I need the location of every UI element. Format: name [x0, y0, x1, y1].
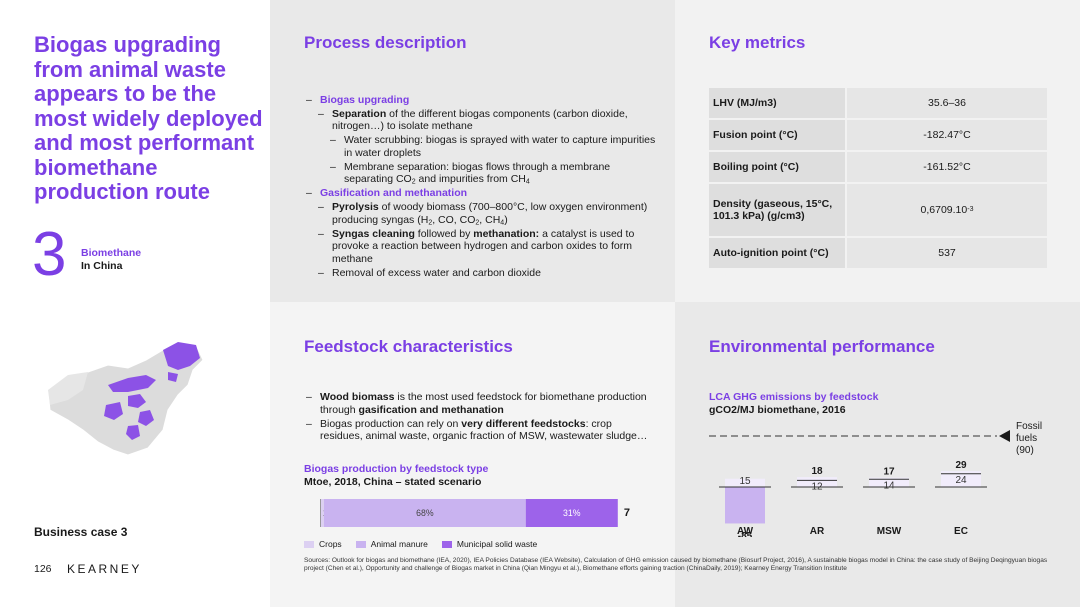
- bar-label-2: 31%: [563, 508, 581, 518]
- list-item: – Pyrolysis of woody biomass (700–800°C,…: [318, 201, 648, 226]
- fossil-arrow-icon: [999, 430, 1010, 442]
- net-label-MSW: 14: [883, 480, 895, 491]
- section-label-line2: In China: [81, 260, 123, 272]
- ghg-chart: Fossil fuels (90) 15-85AW1812AR1714MSW29…: [709, 421, 1042, 537]
- positive-bar-AR: [797, 477, 837, 487]
- environment-title: Environmental performance: [709, 337, 935, 356]
- section-number: 3: [32, 220, 67, 289]
- env-chart-title: LCA GHG emissions by feedstock: [709, 391, 879, 403]
- positive-label-EC: 29: [955, 460, 967, 471]
- negative-bar-AW: [725, 487, 765, 524]
- process-list: – Biogas upgrading – Separation of the d…: [306, 94, 656, 280]
- metric-value: -161.52°C: [847, 152, 1047, 182]
- table-row: Density (gaseous, 15°C, 101.3 kPa) (g/cm…: [709, 184, 1047, 236]
- metric-label: Boiling point (°C): [709, 152, 845, 182]
- fossil-label-1: Fossil: [1016, 421, 1042, 432]
- feedstock-title: Feedstock characteristics: [304, 337, 513, 356]
- list-item: – Gasification and methanation: [306, 187, 468, 199]
- list-item: – Wood biomass is the most used feedstoc…: [306, 391, 647, 416]
- positive-bar-MSW: [869, 477, 909, 487]
- section-label-line1: Biomethane: [81, 247, 142, 259]
- fossil-label-2: fuels: [1016, 433, 1037, 444]
- feedstock-stacked-bar: 1%68%31% 7: [320, 499, 630, 527]
- page-number: 126: [34, 563, 52, 575]
- business-case-label: Business case 3: [34, 525, 128, 539]
- brand-logo: KEARNEY: [67, 562, 142, 576]
- feedstock-panel: Feedstock characteristics – Wood biomass…: [270, 302, 675, 607]
- net-label-AW: -85: [738, 531, 753, 537]
- env-chart-caption: gCO2/MJ biomethane, 2016: [709, 404, 846, 416]
- list-item: – Removal of excess water and carbon dio…: [318, 266, 541, 279]
- process-panel: Process description – Biogas upgrading –…: [270, 0, 675, 302]
- legend-item-crops: Crops: [304, 539, 342, 549]
- feedstock-total-label: 7: [624, 507, 630, 519]
- positive-label-AW: 15: [739, 476, 751, 487]
- left-column: Biogas upgrading from animal waste appea…: [0, 0, 270, 607]
- metrics-title: Key metrics: [709, 33, 806, 52]
- section-label: Biomethane In China: [81, 247, 141, 273]
- category-label-AW: AW: [737, 526, 754, 537]
- metric-value: 35.6–36: [847, 88, 1047, 118]
- category-label-AR: AR: [810, 526, 825, 537]
- metrics-panel: Key metrics LHV (MJ/m3) 35.6–36 Fusion p…: [675, 0, 1080, 302]
- positive-bar-EC: [941, 471, 981, 487]
- table-row: LHV (MJ/m3) 35.6–36: [709, 88, 1047, 118]
- metric-label: Auto-ignition point (°C): [709, 238, 845, 268]
- metric-value: -182.47°C: [847, 120, 1047, 150]
- bar-segment-1: [323, 499, 526, 527]
- positive-label-AR: 18: [811, 466, 823, 477]
- list-item: – Membrane separation: biogas flows thro…: [330, 160, 611, 186]
- bar-segment-2: [525, 499, 618, 527]
- list-item: – Water scrubbing: biogas is sprayed wit…: [330, 134, 656, 159]
- legend-item-animal-manure: Animal manure: [355, 539, 428, 549]
- feedstock-chart-caption: Mtoe, 2018, China – stated scenario: [304, 476, 482, 488]
- table-row: Boiling point (°C) -161.52°C: [709, 152, 1047, 182]
- process-title: Process description: [304, 33, 467, 52]
- metrics-table: LHV (MJ/m3) 35.6–36 Fusion point (°C) -1…: [709, 88, 1047, 270]
- metric-value: 537: [847, 238, 1047, 268]
- category-label-EC: EC: [954, 526, 968, 537]
- feedstock-list: – Wood biomass is the most used feedstoc…: [306, 391, 656, 444]
- china-map: [47, 341, 204, 456]
- legend-item-msw: Municipal solid waste: [441, 539, 537, 549]
- feedstock-legend: Crops Animal manure Municipal solid wast…: [304, 539, 537, 549]
- list-item: – Biogas production can rely on very dif…: [306, 417, 648, 443]
- environment-panel: Environmental performance LCA GHG emissi…: [675, 302, 1080, 607]
- bar-segment-0: [320, 499, 324, 527]
- net-label-EC: 24: [955, 475, 967, 486]
- list-item: – Syngas cleaning followed by methanatio…: [318, 227, 635, 265]
- metric-value: 0,6709.10 -3: [847, 184, 1047, 236]
- positive-label-MSW: 17: [883, 467, 895, 478]
- feedstock-chart-title: Biogas production by feedstock type: [304, 463, 489, 475]
- metric-label: LHV (MJ/m3): [709, 88, 845, 118]
- metric-label: Density (gaseous, 15°C, 101.3 kPa) (g/cm…: [709, 184, 845, 236]
- list-item: – Separation of the different biogas com…: [318, 107, 628, 133]
- metric-label: Fusion point (°C): [709, 120, 845, 150]
- page-title: Biogas upgrading from animal waste appea…: [34, 32, 263, 204]
- sources-note: Sources: Outlook for biogas and biometha…: [304, 557, 1048, 573]
- table-row: Auto-ignition point (°C) 537: [709, 238, 1047, 268]
- bar-label-1: 68%: [416, 508, 434, 518]
- table-row: Fusion point (°C) -182.47°C: [709, 120, 1047, 150]
- fossil-label-3: (90): [1016, 445, 1034, 456]
- list-item: – Biogas upgrading: [306, 94, 410, 106]
- category-label-MSW: MSW: [877, 526, 902, 537]
- positive-bar-AW: [725, 478, 765, 487]
